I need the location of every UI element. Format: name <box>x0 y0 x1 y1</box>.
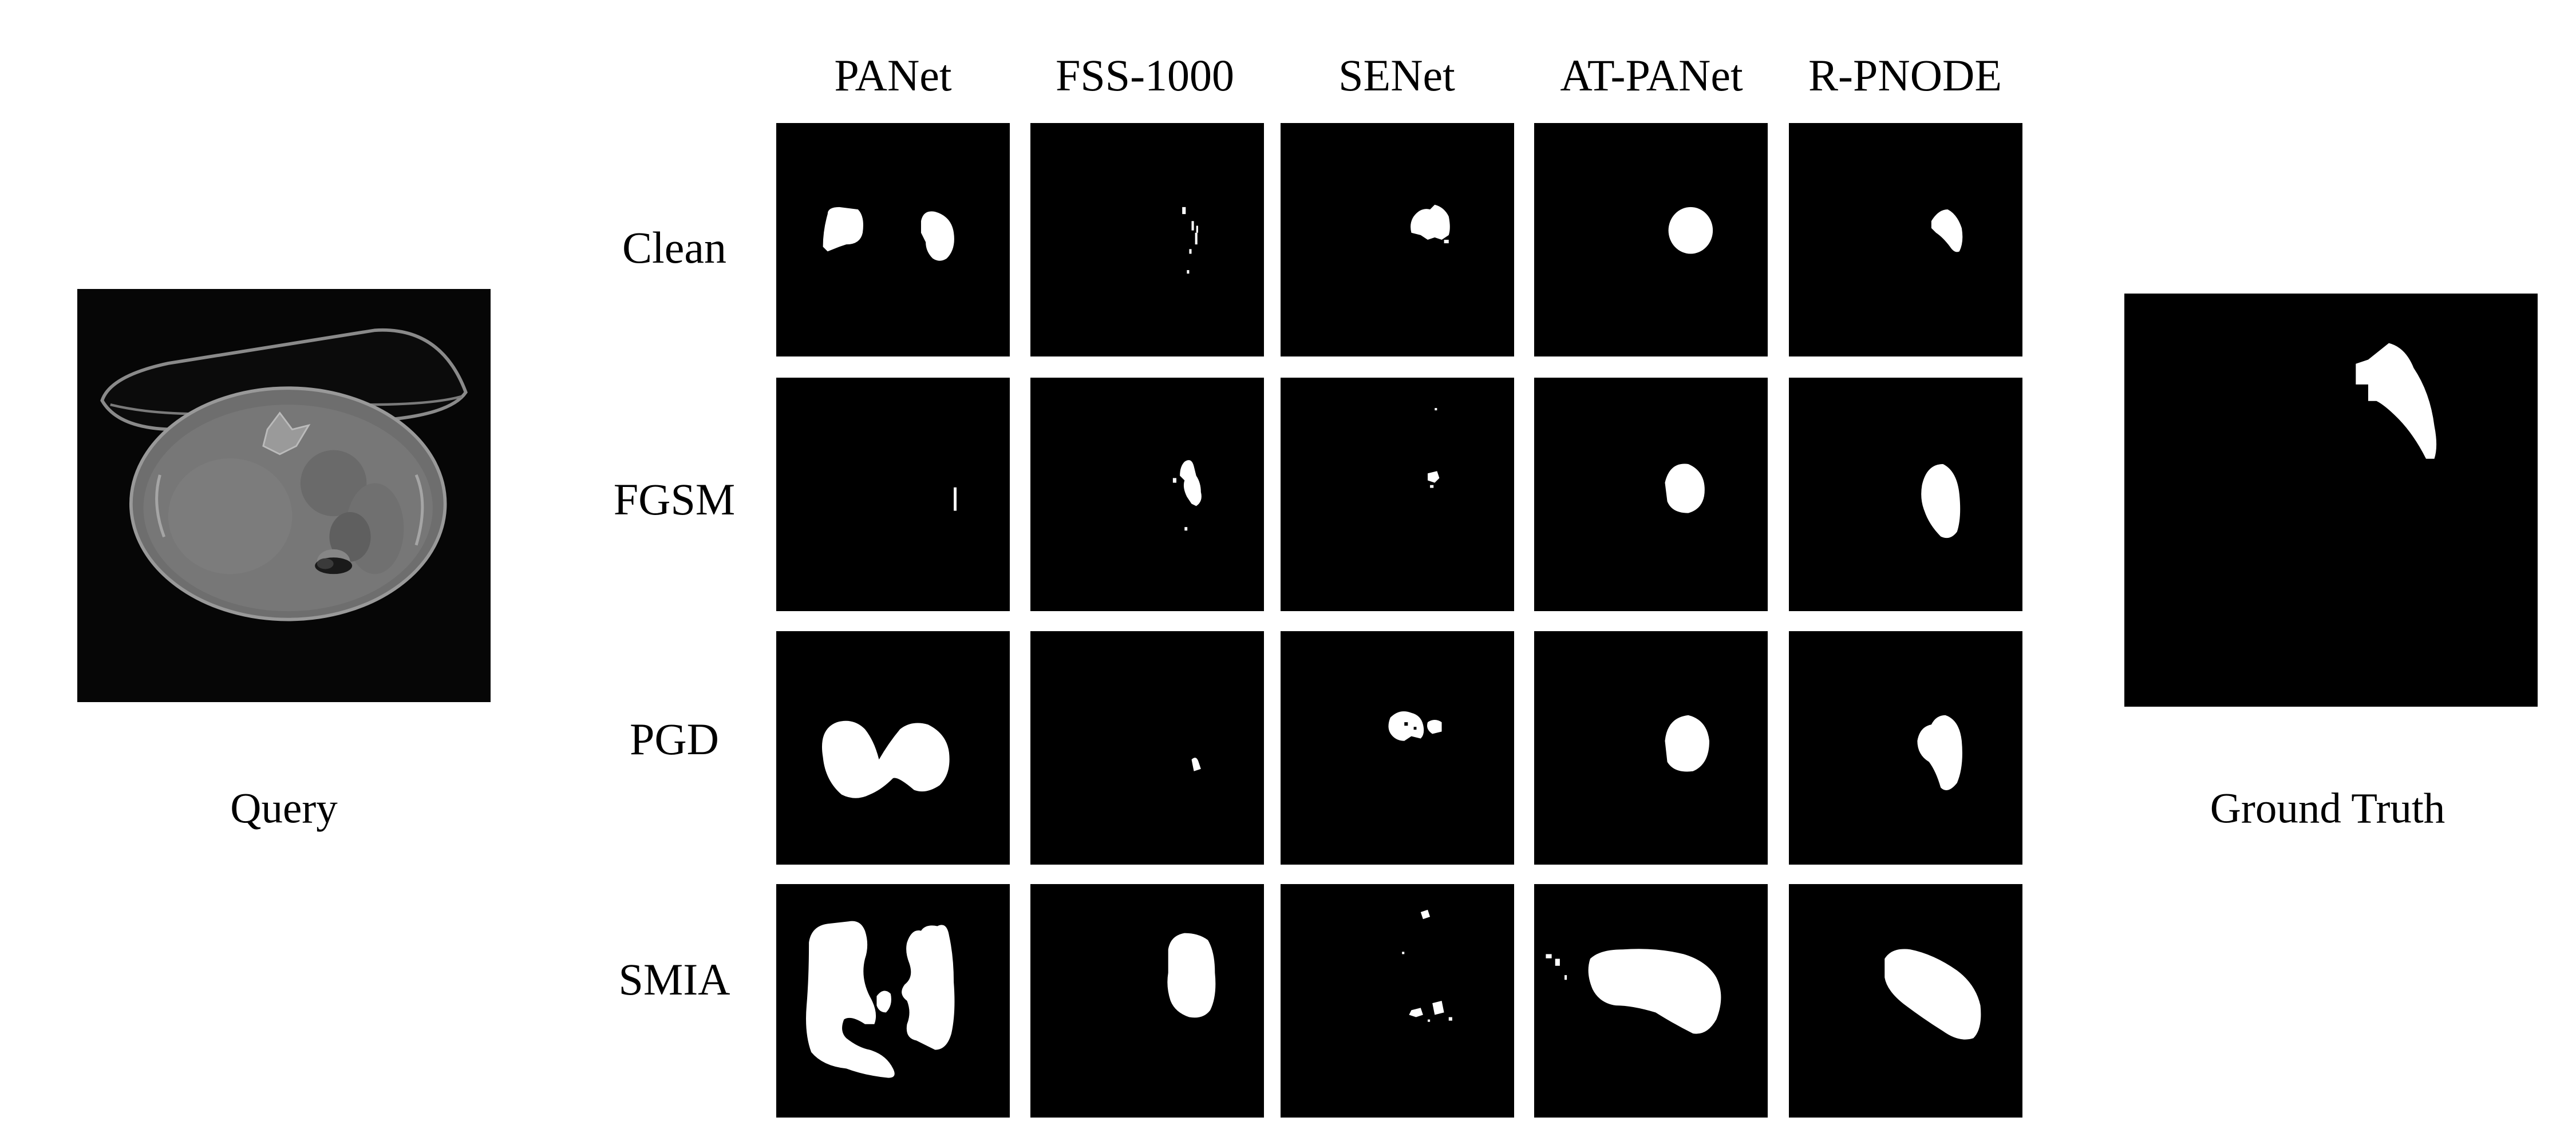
result-clean-fss-1000 <box>1030 123 1264 356</box>
result-smia-senet <box>1281 884 1514 1118</box>
result-clean-senet <box>1281 123 1514 356</box>
segmentation-mask <box>1167 933 1216 1018</box>
column-header-r-pnode: R-PNODE <box>1808 50 2002 100</box>
result-fgsm-fss-1000 <box>1030 378 1264 611</box>
segmentation-mask <box>821 720 950 798</box>
segmentation-mask <box>806 921 955 1078</box>
segmentation-mask <box>1546 949 1721 1034</box>
segmentation-mask <box>1931 209 1963 252</box>
result-fgsm-senet <box>1281 378 1514 611</box>
segmentation-mask <box>954 487 957 511</box>
ground-truth-image <box>2124 294 2538 707</box>
result-fgsm-panet <box>776 378 1010 611</box>
ground-truth-label: Ground Truth <box>2210 785 2445 833</box>
query-label: Query <box>230 785 338 833</box>
row-label-fgsm: FGSM <box>613 474 736 524</box>
segmentation-mask <box>1411 204 1450 244</box>
result-pgd-at-panet <box>1534 631 1768 865</box>
result-smia-at-panet <box>1534 884 1768 1118</box>
result-clean-panet <box>776 123 1010 356</box>
result-clean-at-panet <box>1534 123 1768 356</box>
result-smia-fss-1000 <box>1030 884 1264 1118</box>
segmentation-mask <box>1182 207 1198 274</box>
column-header-fss-1000: FSS-1000 <box>1055 50 1235 100</box>
segmentation-mask <box>1172 460 1202 531</box>
ground-truth-mask <box>2124 294 2538 707</box>
result-fgsm-r-pnode <box>1789 378 2022 611</box>
result-smia-panet <box>776 884 1010 1118</box>
row-label-pgd: PGD <box>629 714 720 764</box>
result-pgd-r-pnode <box>1789 631 2022 865</box>
result-pgd-senet <box>1281 631 1514 865</box>
segmentation-mask <box>1665 463 1705 513</box>
result-clean-r-pnode <box>1789 123 2022 356</box>
segmentation-mask <box>1402 909 1452 1022</box>
row-label-smia: SMIA <box>618 954 730 1004</box>
column-header-panet: PANet <box>834 50 952 100</box>
segmentation-mask <box>1884 949 1981 1040</box>
result-pgd-panet <box>776 631 1010 865</box>
segmentation-mask <box>1191 758 1201 771</box>
column-header-at-panet: AT-PANet <box>1560 50 1743 100</box>
row-label-clean: Clean <box>622 223 726 272</box>
column-header-senet: SENet <box>1338 50 1455 100</box>
segmentation-mask <box>1428 408 1440 488</box>
segmentation-mask <box>1921 463 1961 538</box>
segmentation-mask <box>1665 715 1709 772</box>
query-ct-scan <box>77 289 491 702</box>
query-image <box>77 289 491 702</box>
segmentation-mask <box>1388 711 1442 741</box>
result-smia-r-pnode <box>1789 884 2022 1118</box>
segmentation-mask <box>1668 207 1713 254</box>
result-pgd-fss-1000 <box>1030 631 1264 865</box>
segmentation-mask <box>823 207 954 261</box>
segmentation-mask <box>1917 715 1962 790</box>
result-fgsm-at-panet <box>1534 378 1768 611</box>
